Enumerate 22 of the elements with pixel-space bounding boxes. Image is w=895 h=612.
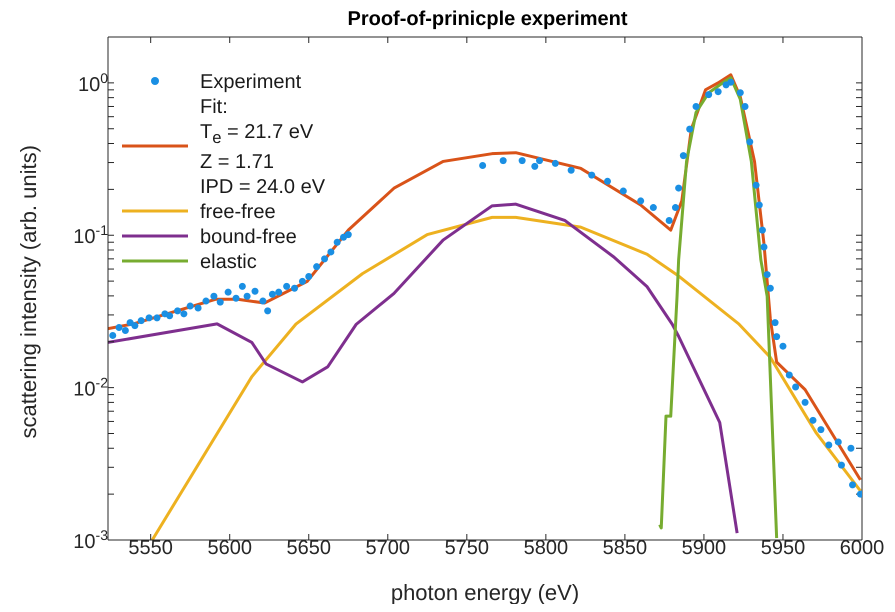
- legend-label: elastic: [200, 250, 257, 275]
- x-tick-label: 5850: [602, 537, 648, 559]
- y-tick-label: 10$^{0}$: [78, 70, 108, 96]
- x-tick-label: 5900: [682, 537, 726, 559]
- legend-label: free-free: [200, 200, 276, 225]
- x-tick-label: 5700: [366, 537, 410, 559]
- x-tick-label: 5750: [444, 537, 490, 559]
- line-series: [108, 202, 739, 535]
- x-tick-label: 5600: [207, 537, 252, 559]
- y-tick-label: 10$^{-3}$: [73, 527, 108, 553]
- y-tick-label: 10$^{-2}$: [73, 374, 108, 401]
- legend-label: bound-free: [200, 225, 297, 250]
- chart-title: Proof-of-prinicple experiment: [346, 8, 629, 32]
- x-tick-label: 6000: [840, 537, 884, 559]
- x-tick-label: 5550: [128, 537, 173, 559]
- y-axis-title: scattering intensity (arb. units): [16, 145, 41, 438]
- y-tick-label: 10$^{-1}$: [73, 222, 108, 248]
- x-tick-label: 5950: [760, 537, 806, 559]
- x-tick-label: 5650: [286, 537, 331, 559]
- line-series: [658, 76, 778, 540]
- x-tick-label: 5800: [524, 537, 568, 559]
- legend-label: Experiment: [200, 70, 302, 95]
